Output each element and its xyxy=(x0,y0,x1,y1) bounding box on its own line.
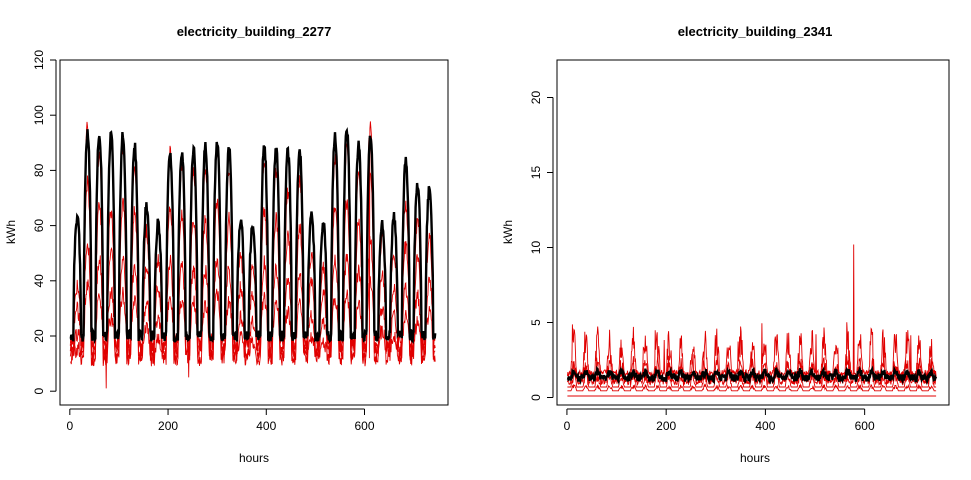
series-line-red xyxy=(567,383,937,392)
chart-title: electricity_building_2277 xyxy=(177,24,332,39)
series-line-red xyxy=(567,369,937,388)
chart-title: electricity_building_2341 xyxy=(678,24,833,39)
x-axis-label: hours xyxy=(239,451,269,465)
x-tick-label: 0 xyxy=(564,419,571,433)
plot-frame xyxy=(59,59,449,406)
x-tick-label: 400 xyxy=(755,419,775,433)
x-axis: 0 200 400 600 xyxy=(66,408,375,433)
x-tick-label: 400 xyxy=(256,419,276,433)
y-tick-label: 100 xyxy=(32,105,46,125)
x-axis: 0 200 400 600 xyxy=(564,408,875,433)
plot-frame xyxy=(556,59,950,406)
series-group xyxy=(69,121,437,389)
y-axis: 0 20 40 60 80 100 120 xyxy=(32,50,57,395)
y-tick-label: 0 xyxy=(529,394,543,401)
y-tick-label: 40 xyxy=(32,274,46,288)
x-tick-label: 200 xyxy=(158,419,178,433)
series-line-black xyxy=(566,365,938,386)
series-layer xyxy=(566,244,938,397)
y-tick-label: 5 xyxy=(529,319,543,326)
y-tick-label: 15 xyxy=(529,166,543,180)
chart-panel-building-2277: electricity_building_2277 0 200 400 600 0 20… xyxy=(4,24,449,465)
x-tick-label: 600 xyxy=(855,419,875,433)
series-group xyxy=(566,244,938,397)
y-tick-label: 20 xyxy=(529,91,543,105)
y-tick-label: 80 xyxy=(32,163,46,177)
series-layer xyxy=(69,121,437,389)
y-tick-label: 10 xyxy=(529,241,543,255)
y-tick-label: 120 xyxy=(32,50,46,70)
x-tick-label: 600 xyxy=(354,419,374,433)
y-axis-label: kWh xyxy=(501,220,515,244)
y-tick-label: 0 xyxy=(32,388,46,395)
y-tick-label: 20 xyxy=(32,329,46,343)
y-axis: 0 5 10 15 20 xyxy=(529,91,554,401)
chart-panel-building-2341: electricity_building_2341 0 200 400 600 0 5 1… xyxy=(501,24,950,465)
y-axis-label: kWh xyxy=(4,220,18,244)
x-tick-label: 0 xyxy=(66,419,73,433)
x-tick-label: 200 xyxy=(656,419,676,433)
x-axis-label: hours xyxy=(740,451,770,465)
series-line-black xyxy=(69,127,437,345)
y-tick-label: 60 xyxy=(32,219,46,233)
